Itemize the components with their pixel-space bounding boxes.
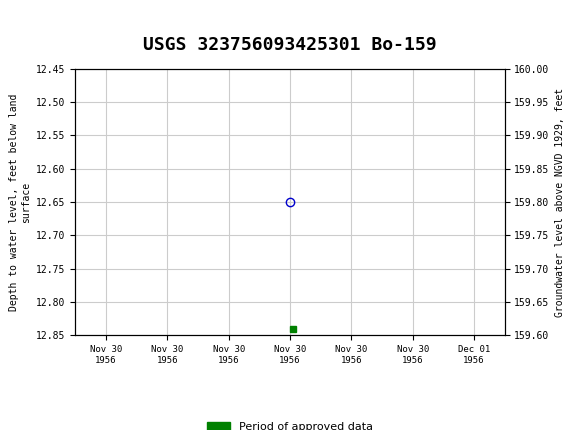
Y-axis label: Depth to water level, feet below land
surface: Depth to water level, feet below land su… bbox=[9, 93, 31, 311]
Y-axis label: Groundwater level above NGVD 1929, feet: Groundwater level above NGVD 1929, feet bbox=[555, 88, 565, 316]
Legend: Period of approved data: Period of approved data bbox=[203, 418, 377, 430]
Text: USGS 323756093425301 Bo-159: USGS 323756093425301 Bo-159 bbox=[143, 36, 437, 54]
Text: USGS: USGS bbox=[38, 10, 93, 28]
